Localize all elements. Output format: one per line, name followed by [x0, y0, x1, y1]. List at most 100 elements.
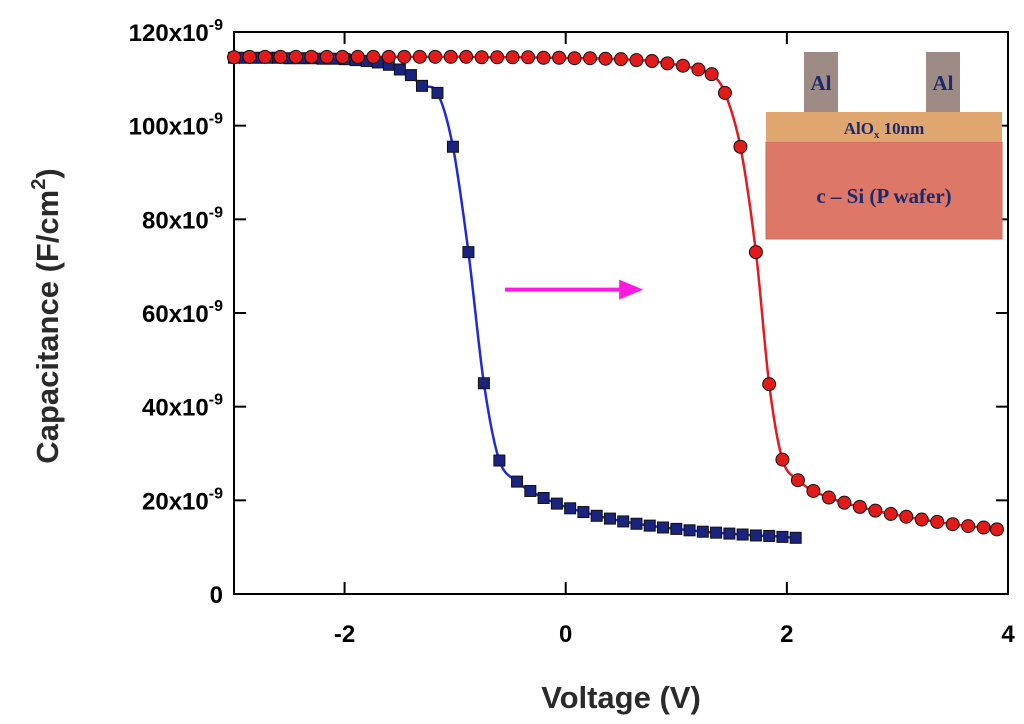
- series-1-point: [590, 509, 603, 522]
- series-2-point: [490, 50, 505, 65]
- y-tick-label: 100x10-9: [129, 111, 223, 141]
- oxide-layer: [766, 112, 1002, 142]
- device-inset: Al Al AlOx 10nm c – Si (P wafer): [765, 52, 1003, 240]
- series-2-point: [733, 139, 748, 154]
- series-1-line: [234, 56, 796, 540]
- series-1-point: [696, 525, 709, 538]
- series-1-point: [670, 522, 683, 535]
- series-1-point: [524, 484, 537, 497]
- series-2-point: [459, 49, 474, 64]
- series-markers: [227, 49, 1004, 544]
- series-2-point: [790, 473, 805, 488]
- series-2-point: [868, 503, 883, 518]
- series-2-point: [505, 50, 520, 65]
- series-2-point: [242, 49, 257, 64]
- series-1-point: [446, 140, 459, 153]
- y-axis-title: Capacitance (F/cm2): [28, 168, 65, 463]
- series-2-point: [536, 50, 551, 65]
- series-2-point: [852, 499, 867, 514]
- series-2-point: [821, 490, 836, 505]
- series-2-point: [945, 517, 960, 532]
- series-1-point: [462, 246, 475, 259]
- series-2-point: [366, 49, 381, 64]
- series-2-point: [614, 52, 628, 67]
- series-1-point: [493, 454, 506, 467]
- series-2-point: [989, 522, 1004, 537]
- electrode-left-label: Al: [811, 71, 832, 95]
- electrode-right-label: Al: [933, 71, 954, 95]
- series-2-point: [583, 51, 598, 66]
- series-1-point: [404, 69, 417, 82]
- series-2-point: [644, 54, 659, 69]
- series-1-point: [630, 517, 643, 530]
- series-1-point: [603, 512, 616, 525]
- series-2-point: [775, 452, 790, 467]
- oxide-label: AlOx 10nm: [844, 119, 925, 141]
- series-2-point: [976, 520, 991, 535]
- y-tick-labels: 0 20x10-9 40x10-9 60x10-9 80x10-9 100x10-9 120…: [129, 17, 223, 609]
- x-tick-label: -2: [334, 621, 355, 648]
- series-1-point: [537, 491, 550, 504]
- electrode-right: [926, 52, 960, 112]
- shift-arrow: [504, 279, 644, 300]
- series-2-point: [961, 519, 976, 534]
- series-1-point: [736, 528, 749, 541]
- series-1-point: [789, 531, 802, 544]
- series-2-point: [443, 49, 458, 64]
- series-2-point: [227, 50, 241, 65]
- series-2-point: [883, 506, 898, 521]
- arrow-head: [619, 279, 644, 300]
- series-2-point: [397, 49, 412, 64]
- series-1-point: [657, 521, 670, 534]
- series-2-point: [717, 85, 732, 100]
- series-1-point: [776, 530, 789, 543]
- series-1-point: [749, 529, 762, 542]
- x-axis-title: Voltage (V): [541, 680, 701, 715]
- series-2-point: [837, 495, 852, 510]
- series-2-point: [914, 512, 929, 527]
- series-2-point: [381, 49, 396, 64]
- x-tick-label: 0: [559, 621, 572, 648]
- axis-ticks: [234, 31, 1009, 595]
- electrode-left: [804, 52, 838, 112]
- substrate-label: c – Si (P wafer): [816, 184, 951, 208]
- series-2-point: [748, 245, 763, 260]
- series-1-point: [683, 524, 696, 537]
- series-1-point: [643, 519, 656, 532]
- series-2-point: [257, 49, 272, 64]
- substrate-layer: [765, 141, 1003, 240]
- series-1-point: [477, 377, 490, 390]
- series-1-point: [723, 527, 736, 540]
- series-2-point: [273, 49, 288, 64]
- y-tick-label: 60x10-9: [142, 298, 223, 328]
- series-2-point: [930, 514, 945, 529]
- series-2-point: [412, 49, 427, 64]
- series-2-point: [598, 51, 613, 66]
- y-tick-label: 0: [210, 582, 223, 609]
- y-tick-label: 80x10-9: [142, 204, 223, 234]
- series-2-point: [521, 50, 536, 65]
- y-tick-label: 40x10-9: [142, 392, 223, 422]
- series-1-point: [431, 86, 444, 99]
- series-2-point: [319, 49, 334, 64]
- x-tick-label: 4: [1001, 621, 1015, 648]
- series-2-point: [806, 483, 821, 498]
- series-1-point: [710, 526, 723, 539]
- series-2-point: [288, 49, 303, 64]
- series-2-point: [428, 49, 443, 64]
- series-2-point: [552, 50, 567, 65]
- y-tick-label: 120x10-9: [129, 17, 223, 47]
- series-2-point: [567, 51, 582, 66]
- series-2-point: [335, 49, 350, 64]
- x-tick-label: 2: [780, 621, 793, 648]
- series-1-point: [393, 63, 406, 76]
- series-2-point: [899, 509, 914, 524]
- series-1-point: [564, 502, 577, 515]
- series-2-point: [691, 62, 706, 77]
- series-2-point: [629, 53, 644, 68]
- series-2-point: [660, 56, 675, 71]
- series-2-point: [675, 58, 690, 73]
- series-2-point: [474, 50, 489, 65]
- y-tick-label: 20x10-9: [142, 485, 223, 515]
